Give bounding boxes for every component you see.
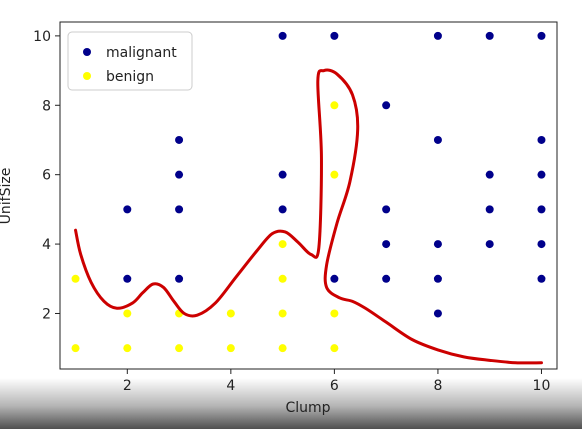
legend-label-malignant: malignant (106, 45, 177, 61)
x-axis-label: Clump (285, 400, 330, 416)
y-tick-label-6: 6 (42, 168, 51, 184)
point-benign-14 (278, 344, 287, 353)
y-tick-label-8: 8 (42, 98, 51, 114)
point-benign-15 (330, 344, 339, 353)
point-benign-1 (330, 170, 339, 179)
point-benign-8 (278, 309, 287, 318)
point-malignant-5 (382, 101, 391, 110)
point-benign-2 (278, 240, 287, 249)
y-tick-label-2: 2 (42, 306, 51, 322)
point-malignant-19 (382, 240, 391, 249)
point-malignant-3 (485, 31, 494, 40)
plot-frame (59, 21, 558, 370)
x-tick-label-10: 10 (533, 378, 551, 394)
point-malignant-23 (123, 274, 132, 283)
y-axis-ticks: 2 4 6 8 10 (33, 29, 60, 322)
legend-marker-benign (83, 72, 91, 80)
point-malignant-13 (123, 205, 132, 214)
point-malignant-17 (485, 205, 494, 214)
point-benign-10 (71, 344, 80, 353)
point-malignant-9 (175, 170, 184, 179)
legend-box (67, 31, 193, 91)
x-tick-label-4: 4 (226, 378, 235, 394)
point-malignant-4 (537, 31, 546, 40)
point-malignant-27 (433, 274, 442, 283)
point-benign-11 (123, 344, 132, 353)
point-benign-13 (226, 344, 235, 353)
legend: malignant benign (67, 31, 193, 91)
x-tick-label-6: 6 (330, 378, 339, 394)
point-malignant-2 (433, 31, 442, 40)
point-benign-9 (330, 309, 339, 318)
y-tick-label-10: 10 (33, 29, 51, 45)
point-benign-3 (71, 274, 80, 283)
chart-marks (71, 31, 546, 353)
point-benign-0 (330, 101, 339, 110)
point-malignant-18 (537, 205, 546, 214)
y-tick-label-4: 4 (42, 237, 51, 253)
x-tick-label-8: 8 (433, 378, 442, 394)
point-malignant-11 (485, 170, 494, 179)
point-malignant-12 (537, 170, 546, 179)
point-malignant-1 (330, 31, 339, 40)
point-malignant-29 (433, 309, 442, 318)
legend-label-benign: benign (106, 69, 154, 85)
point-malignant-14 (175, 205, 184, 214)
y-axis-label: UnifSize (0, 168, 14, 225)
point-benign-7 (226, 309, 235, 318)
x-tick-label-2: 2 (123, 378, 132, 394)
point-benign-5 (123, 309, 132, 318)
point-benign-12 (175, 344, 184, 353)
point-malignant-20 (433, 240, 442, 249)
point-benign-4 (278, 274, 287, 283)
point-malignant-26 (382, 274, 391, 283)
point-malignant-22 (537, 240, 546, 249)
point-malignant-15 (278, 205, 287, 214)
point-malignant-6 (175, 135, 184, 144)
point-malignant-21 (485, 240, 494, 249)
point-malignant-16 (382, 205, 391, 214)
point-malignant-24 (175, 274, 184, 283)
point-malignant-28 (537, 274, 546, 283)
point-malignant-25 (330, 274, 339, 283)
point-malignant-0 (278, 31, 287, 40)
legend-marker-malignant (83, 48, 91, 56)
point-malignant-8 (537, 135, 546, 144)
decision-boundary-line (74, 68, 543, 365)
point-malignant-7 (433, 135, 442, 144)
x-axis-ticks: 2 4 6 8 10 (123, 369, 551, 394)
point-malignant-10 (278, 170, 287, 179)
